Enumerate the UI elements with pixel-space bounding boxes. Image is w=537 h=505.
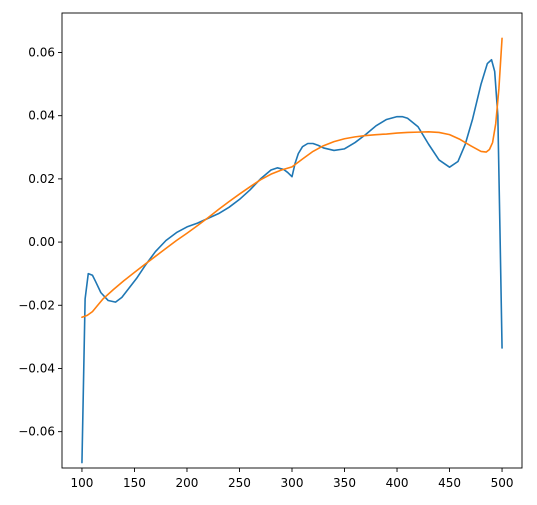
x-tick-label: 300 [281, 476, 304, 490]
y-tick-label: 0.00 [28, 235, 55, 249]
series-line-1 [81, 58, 503, 464]
y-axis: −0.06 −0.04 −0.02 0.00 0.02 0.04 0.06 [18, 45, 62, 439]
y-tick-label: 0.06 [28, 45, 55, 59]
x-tick-label: 250 [228, 476, 251, 490]
x-tick-label: 150 [123, 476, 146, 490]
y-tick-label: 0.04 [28, 109, 55, 123]
y-tick-label: −0.04 [18, 361, 55, 375]
y-tick-label: 0.02 [28, 172, 55, 186]
x-tick-label: 450 [438, 476, 461, 490]
y-tick-label: −0.02 [18, 298, 55, 312]
y-tick-label: −0.06 [18, 425, 55, 439]
x-tick-label: 200 [176, 476, 199, 490]
plot-background [62, 13, 522, 468]
x-tick-label: 100 [71, 476, 94, 490]
series-layer [81, 37, 503, 464]
x-axis: 100 150 200 250 300 350 400 450 500 [71, 468, 514, 490]
x-tick-label: 400 [386, 476, 409, 490]
x-tick-label: 500 [491, 476, 514, 490]
series-line-2 [81, 37, 503, 319]
x-tick-label: 350 [333, 476, 356, 490]
